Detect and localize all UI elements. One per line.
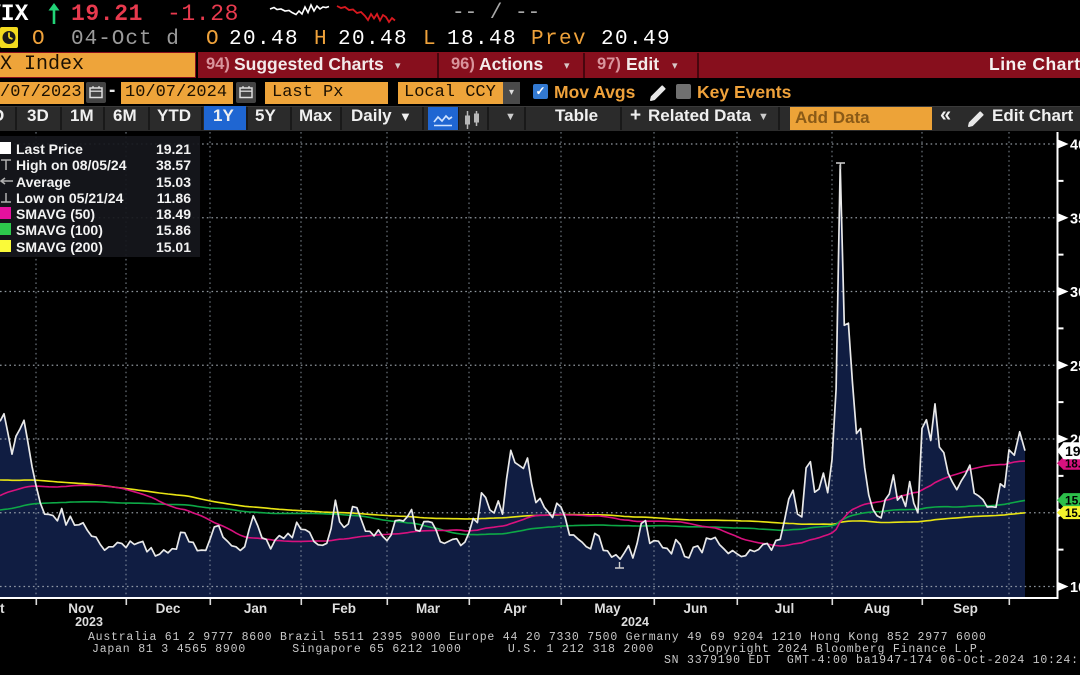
svg-text:15.86: 15.86 [1065,494,1080,508]
svg-text:Aug: Aug [864,601,890,616]
svg-text:Sep: Sep [953,601,978,616]
svg-text:Jan: Jan [244,601,267,616]
svg-text:10: 10 [1070,580,1080,596]
svg-text:25: 25 [1070,359,1080,375]
svg-text:30: 30 [1070,285,1080,301]
svg-text:18.49: 18.49 [1065,458,1080,470]
svg-text:19.21: 19.21 [1065,443,1080,459]
svg-text:Dec: Dec [156,601,181,616]
svg-text:Mar: Mar [416,601,441,616]
svg-text:May: May [594,601,621,616]
svg-text:t: t [0,601,5,616]
svg-text:40: 40 [1070,138,1080,154]
svg-text:2023: 2023 [75,615,103,629]
svg-text:35: 35 [1070,211,1080,227]
svg-text:15.01: 15.01 [1065,508,1080,520]
svg-text:Feb: Feb [332,601,356,616]
svg-text:20: 20 [1070,433,1080,449]
svg-text:Jun: Jun [683,601,707,616]
svg-text:Jul: Jul [775,601,795,616]
svg-text:2024: 2024 [621,615,649,629]
svg-text:Nov: Nov [68,601,94,616]
svg-text:Apr: Apr [503,601,527,616]
